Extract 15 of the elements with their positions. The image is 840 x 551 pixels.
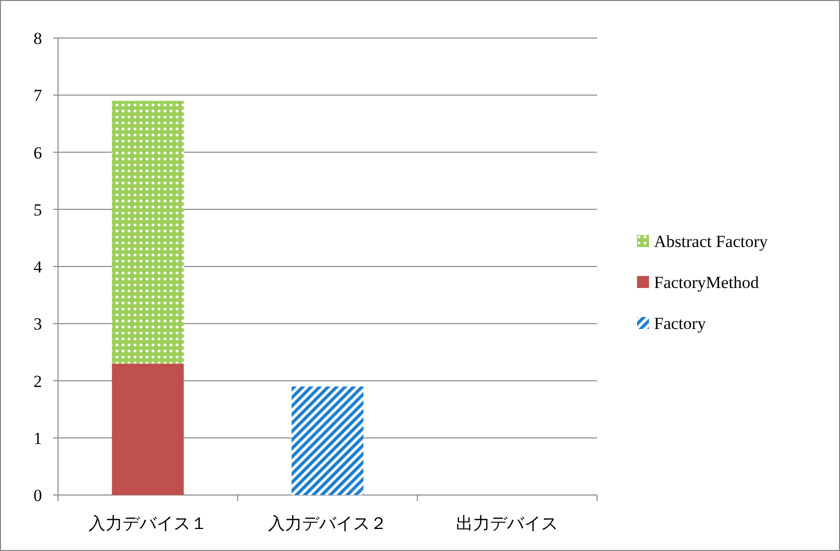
legend-label: Factory	[654, 314, 706, 333]
y-tick-label: 6	[34, 143, 42, 162]
y-tick-label: 5	[34, 200, 42, 220]
y-tick-label: 7	[34, 86, 42, 106]
y-tick-label: 1	[34, 428, 42, 448]
y-tick-label: 8	[34, 29, 42, 48]
legend-label: FactoryMethod	[654, 273, 760, 292]
x-tick-label: 出力デバイス	[456, 514, 558, 533]
y-tick-label: 3	[34, 314, 42, 334]
x-tick-label: 入力デバイス２	[268, 514, 387, 533]
y-tick-label: 0	[34, 486, 42, 505]
y-tick-label: 2	[34, 372, 42, 391]
x-tick-label: 入力デバイス１	[88, 514, 208, 533]
legend-label: Abstract Factory	[654, 232, 768, 251]
y-tick-label: 4	[34, 258, 42, 276]
